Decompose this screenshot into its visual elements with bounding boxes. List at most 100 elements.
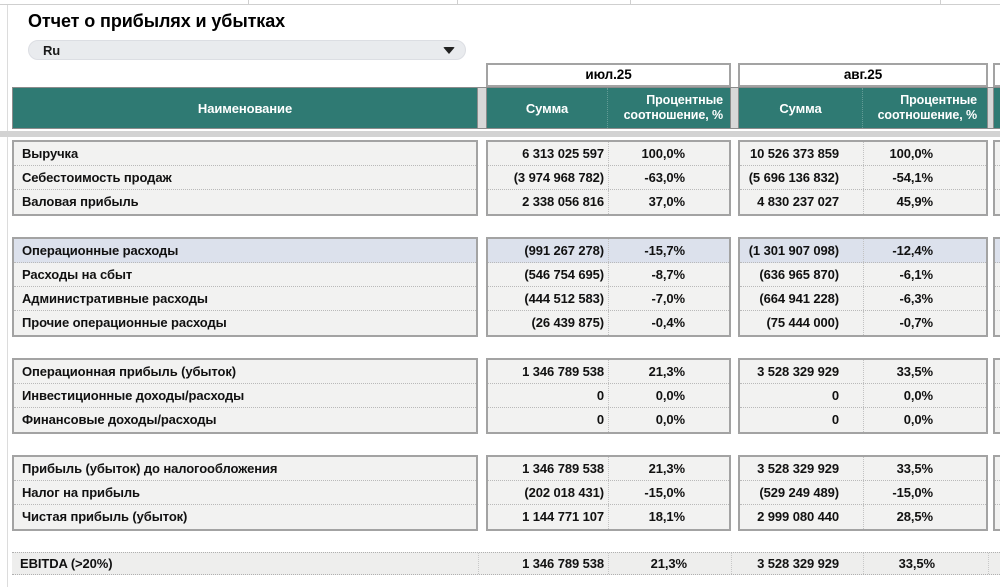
spreadsheet-top-row-remnant <box>0 0 1000 5</box>
column-gap <box>478 358 486 434</box>
spreadsheet-gridline-vertical <box>7 0 8 587</box>
amount-cell: (5 696 136 832) <box>748 170 839 185</box>
row-label: Себестоимость продаж <box>14 166 476 190</box>
percent-cell: 0,0% <box>863 408 986 432</box>
gridline <box>248 0 249 5</box>
percent-cell: 0,0% <box>608 408 729 432</box>
pl-block-opex: Операционные расходы Расходы на сбыт Адм… <box>12 237 1000 337</box>
amount-cell: (444 512 583) <box>524 291 604 306</box>
next-column-partial <box>993 455 1000 531</box>
label-column: Прибыль (убыток) до налогообложения Нало… <box>12 455 478 531</box>
separator-band <box>0 131 1000 137</box>
amount-cell: 0 <box>596 388 604 403</box>
row-label: Административные расходы <box>14 287 476 311</box>
gridline <box>457 0 458 5</box>
row-label: Расходы на сбыт <box>14 263 476 287</box>
ebitda-row: EBITDA (>20%) 1 346 789 538 21,3% 3 528 … <box>12 552 1000 575</box>
amount-cell: 3 528 329 929 <box>757 556 839 571</box>
column-gap <box>731 553 738 574</box>
row-label: Прочие операционные расходы <box>22 315 227 330</box>
row-label: EBITDA (>20%) <box>20 556 113 571</box>
header-pct-jul: Процентные соотношение, % <box>607 88 728 128</box>
values-aug: 3 528 329 929 33,5% (529 249 489) -15,0% 2… <box>738 455 988 531</box>
amount-cell: (202 018 431) <box>524 485 604 500</box>
values-aug: 10 526 373 859 100,0% (5 696 136 832) -54,… <box>738 140 988 216</box>
amount-cell: (3 974 968 782) <box>513 170 604 185</box>
gridline <box>630 0 631 5</box>
row-label: Инвестиционные доходы/расходы <box>14 384 476 408</box>
period-header-next-partial <box>993 63 1000 87</box>
amount-cell: 2 999 080 440 <box>757 509 839 524</box>
column-gap <box>731 237 738 337</box>
percent-cell: 33,5% <box>863 457 986 480</box>
period-header-row: июл.25 авг.25 <box>12 63 1000 87</box>
period-header-jul: июл.25 <box>486 63 731 87</box>
header-sum-aug: Сумма <box>779 100 822 116</box>
percent-cell: -6,1% <box>863 263 986 286</box>
column-gap <box>731 87 738 129</box>
percent-cell: 37,0% <box>608 190 729 214</box>
amount-cell: (636 965 870) <box>759 267 839 282</box>
amount-cell: (991 267 278) <box>524 243 604 258</box>
amount-cell: 1 346 789 538 <box>522 556 604 571</box>
amount-cell: 1 346 789 538 <box>522 364 604 379</box>
label-column: Выручка Себестоимость продаж Валовая при… <box>12 140 478 216</box>
amount-cell: 0 <box>596 412 604 427</box>
amount-cell: 3 528 329 929 <box>757 461 839 476</box>
amount-cell: (1 301 907 098) <box>748 243 839 258</box>
percent-cell: -12,4% <box>863 239 986 262</box>
amount-cell: 10 526 373 859 <box>750 146 839 161</box>
row-label: Финансовые доходы/расходы <box>22 412 217 427</box>
amount-cell: (664 941 228) <box>759 291 839 306</box>
row-label: Налог на прибыль <box>14 481 476 505</box>
row-label: Прибыль (убыток) до налогообложения <box>14 457 476 481</box>
percent-cell: 100,0% <box>608 142 729 165</box>
column-gap <box>478 455 486 531</box>
amount-cell: (26 439 875) <box>531 315 604 330</box>
percent-cell: -0,4% <box>608 311 729 335</box>
percent-cell: -15,7% <box>608 239 729 262</box>
values-aug: (1 301 907 098) -12,4% (636 965 870) -6,1%… <box>738 237 988 337</box>
percent-cell: -15,0% <box>863 481 986 504</box>
period-header-spacer <box>12 63 478 87</box>
row-label: Операционные расходы <box>14 239 476 263</box>
percent-cell: 28,5% <box>863 505 986 529</box>
amount-cell: (546 754 695) <box>524 267 604 282</box>
column-gap <box>478 87 486 129</box>
percent-cell: -54,1% <box>863 166 986 189</box>
next-column-partial <box>993 358 1000 434</box>
column-gap <box>478 553 486 574</box>
chevron-down-icon <box>443 46 455 54</box>
percent-cell: 33,5% <box>863 553 988 574</box>
header-next-partial <box>993 87 1000 129</box>
next-column-partial <box>993 140 1000 216</box>
values-jul: (991 267 278) -15,7% (546 754 695) -8,7% (… <box>486 237 731 337</box>
percent-cell: 0,0% <box>608 384 729 407</box>
language-dropdown-value: Ru <box>43 42 61 58</box>
values-jul: 1 346 789 538 21,3% (202 018 431) -15,0% 1… <box>486 455 731 531</box>
amount-cell: (529 249 489) <box>759 485 839 500</box>
percent-cell: 21,3% <box>608 553 731 574</box>
language-dropdown[interactable]: Ru <box>28 40 466 60</box>
amount-cell: 0 <box>831 412 839 427</box>
label-column: Операционная прибыль (убыток) Инвестицио… <box>12 358 478 434</box>
column-gap <box>478 237 486 337</box>
amount-cell: 3 528 329 929 <box>757 364 839 379</box>
percent-cell: 45,9% <box>863 190 986 214</box>
row-label: Выручка <box>14 142 476 166</box>
next-column-partial <box>988 553 993 574</box>
percent-cell: -6,3% <box>863 287 986 310</box>
row-label: Чистая прибыль (убыток) <box>22 509 188 524</box>
label-column: Операционные расходы Расходы на сбыт Адм… <box>12 237 478 337</box>
values-jul: 1 346 789 538 21,3% 0 0,0% 0 0,0% <box>486 358 731 434</box>
pl-block-operating-profit: Операционная прибыль (убыток) Инвестицио… <box>12 358 1000 434</box>
column-gap <box>731 140 738 216</box>
amount-cell: 1 346 789 538 <box>522 461 604 476</box>
amount-cell: (75 444 000) <box>766 315 839 330</box>
next-column-partial <box>993 237 1000 337</box>
values-aug: 3 528 329 929 33,5% 0 0,0% 0 0,0% <box>738 358 988 434</box>
values-jul: 6 313 025 597 100,0% (3 974 968 782) -63,0… <box>486 140 731 216</box>
amount-cell: 2 338 056 816 <box>522 194 604 209</box>
pl-block-revenue: Выручка Себестоимость продаж Валовая при… <box>12 140 1000 216</box>
header-pct-aug: Процентные соотношение, % <box>862 88 982 128</box>
